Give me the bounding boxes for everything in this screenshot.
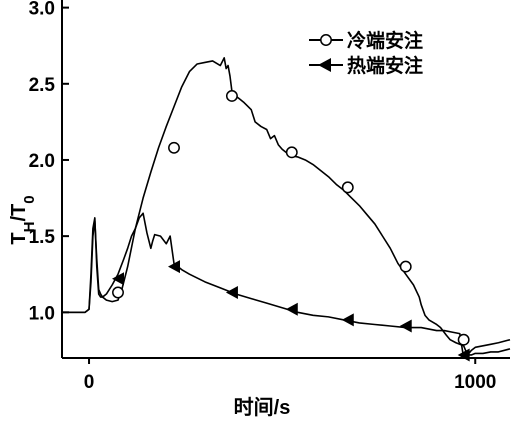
series-0-marker-5 xyxy=(399,260,412,273)
y-axis-label-main: T xyxy=(8,232,30,244)
y-tick-label-2: 2.0 xyxy=(29,151,55,172)
y-ticks: 1.0 1.5 2.0 2.5 3.0 xyxy=(29,0,69,324)
series-0-marker-3 xyxy=(285,146,298,159)
series-1-marker-1 xyxy=(168,260,180,274)
x-axis-label: 时间/s xyxy=(234,396,291,419)
y-axis-label: TH/T0 xyxy=(8,195,38,244)
series-1-marker-0 xyxy=(112,272,124,286)
series-0-marker-0 xyxy=(112,286,124,299)
series-layer xyxy=(62,57,511,359)
y-tick-label-0: 1.0 xyxy=(29,303,55,324)
marker-layer xyxy=(112,90,470,362)
legend-label-hot: 热端安注 xyxy=(347,54,423,77)
y-tick-label-3: 2.5 xyxy=(29,75,56,96)
y-axis-label-sub1: H xyxy=(21,222,38,233)
legend-label-cold: 冷端安注 xyxy=(347,29,423,52)
x-tick-label-1: 1000 xyxy=(454,372,496,393)
series-0-marker-6 xyxy=(457,333,470,346)
series-line-0 xyxy=(62,57,511,356)
y-tick-label-1: 1.5 xyxy=(29,227,56,248)
x-ticks: 0 1000 xyxy=(84,358,496,393)
svg-text:TH/T0: TH/T0 xyxy=(8,195,38,244)
legend-marker-hot xyxy=(318,58,331,72)
series-1-marker-5 xyxy=(399,319,412,333)
series-0-marker-1 xyxy=(168,141,180,154)
y-axis-label-sub2: 0 xyxy=(21,195,38,203)
y-tick-label-4: 3.0 xyxy=(29,0,55,20)
legend: 冷端安注 热端安注 xyxy=(309,29,423,77)
series-1-marker-6 xyxy=(457,348,470,362)
x-tick-label-0: 0 xyxy=(84,372,95,393)
series-0-marker-4 xyxy=(341,181,354,194)
series-1-marker-3 xyxy=(285,302,298,316)
series-1-marker-2 xyxy=(225,285,238,299)
axes: 0 1000 1.0 1.5 2.0 2.5 3.0 xyxy=(29,0,510,393)
series-line-1 xyxy=(62,212,511,359)
legend-marker-cold xyxy=(320,34,332,46)
series-1-marker-4 xyxy=(341,313,354,327)
y-axis-label-sep: /T xyxy=(8,204,30,222)
series-0-marker-2 xyxy=(225,90,238,102)
